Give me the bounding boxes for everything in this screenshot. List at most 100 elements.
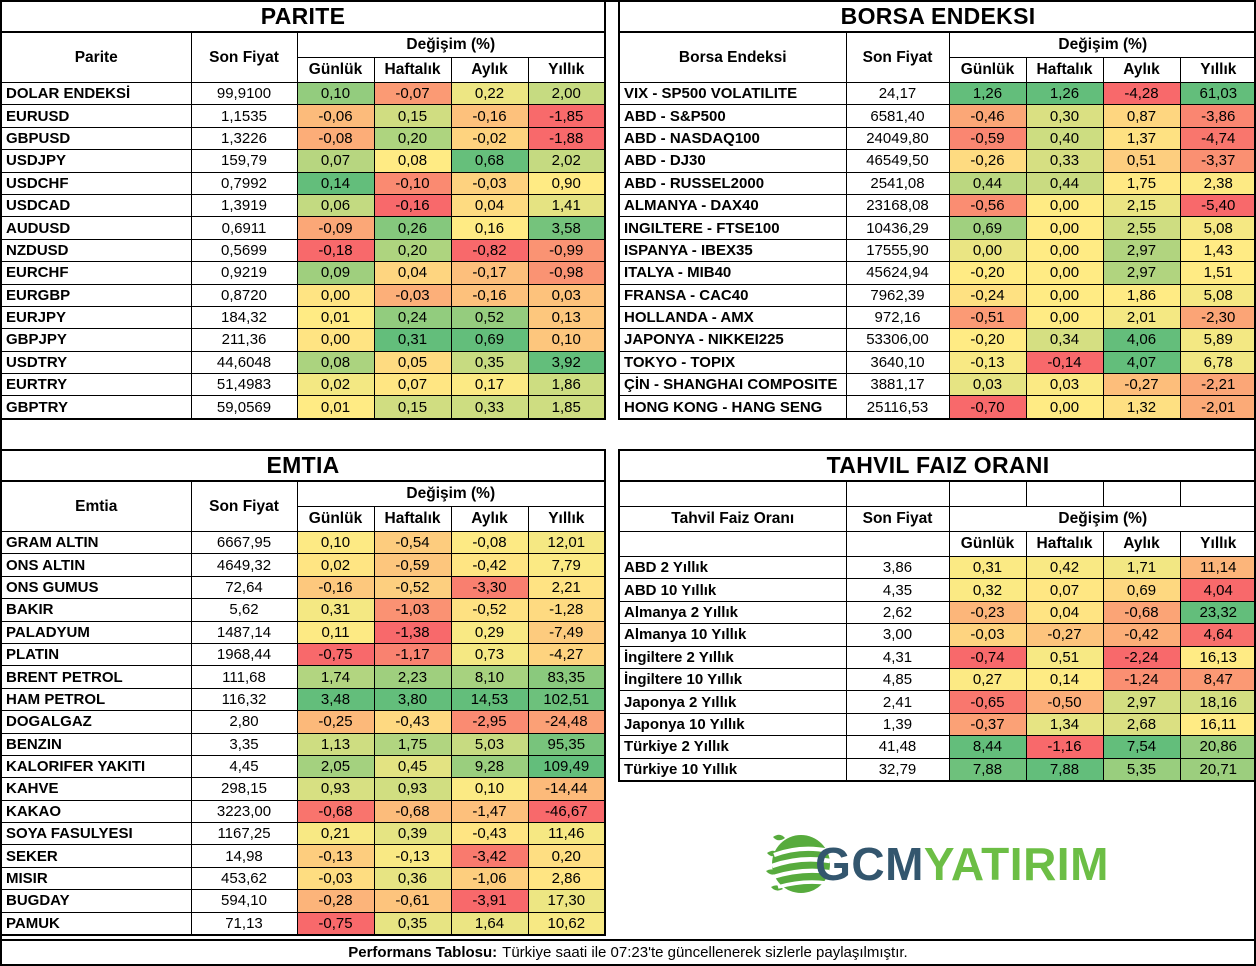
header-row: Emtia Son Fiyat Değişim (%): [2, 480, 606, 532]
instrument-name: ABD 2 Yıllık: [618, 555, 847, 580]
table-row: PALADYUM 1487,14 0,11 -1,38 0,29 -7,49: [2, 620, 606, 644]
change-value: 2,55: [1102, 216, 1181, 240]
change-value: -0,51: [948, 305, 1027, 330]
tahvil-faiz-orani-table-wrap: TAHVIL FAIZ ORANI Tahvil Faiz Oranı Son Fi…: [618, 449, 1254, 782]
column-header-period: Yıllık: [527, 57, 606, 83]
change-value: -2,01: [1179, 395, 1254, 420]
change-value: -0,25: [296, 710, 375, 734]
instrument-name: ABD - NASDAQ100: [618, 126, 847, 151]
change-value: 0,24: [373, 305, 452, 330]
change-value: 5,08: [1179, 216, 1254, 240]
table-row: AUDUSD 0,6911 -0,09 0,26 0,16 3,58: [2, 216, 606, 240]
change-value: 2,38: [1179, 171, 1254, 195]
change-value: -0,98: [527, 261, 606, 285]
change-value: 102,51: [527, 687, 606, 712]
change-value: -0,24: [948, 283, 1027, 307]
change-value: 0,34: [1025, 328, 1104, 352]
change-value: 14,53: [450, 687, 529, 712]
change-value: -5,40: [1179, 193, 1254, 218]
change-value: -0,56: [948, 193, 1027, 218]
last-price: 1,3919: [190, 193, 298, 218]
instrument-name: MISIR: [2, 866, 192, 891]
last-price: 71,13: [190, 911, 298, 936]
instrument-name: GBPJPY: [2, 328, 192, 352]
table-row: PAMUK 71,13 -0,75 0,35 1,64 10,62: [2, 911, 606, 936]
change-value: 18,16: [1179, 690, 1254, 714]
gcm-yatirim-logo: GCM YATIRIM: [618, 812, 1254, 916]
change-value: 4,07: [1102, 350, 1181, 375]
change-value: 0,35: [450, 350, 529, 375]
table-row: Türkiye 2 Yıllık 41,48 8,44 -1,16 7,54 20,86: [618, 735, 1254, 759]
table-row: USDCHF 0,7992 0,14 -0,10 -0,03 0,90: [2, 171, 606, 195]
table-row: SOYA FASULYESI 1167,25 0,21 0,39 -0,43 11,46: [2, 822, 606, 846]
instrument-name: Japonya 10 Yıllık: [618, 712, 847, 737]
table-title: TAHVIL FAIZ ORANI: [618, 449, 1254, 482]
change-value: 1,34: [1025, 712, 1104, 737]
column-header-period: Yıllık: [1179, 57, 1254, 83]
change-value: 1,26: [1025, 81, 1104, 106]
instrument-name: Türkiye 2 Yıllık: [618, 735, 847, 759]
change-value: 0,00: [1025, 395, 1104, 420]
change-value: 0,14: [1025, 667, 1104, 692]
change-value: 0,03: [527, 283, 606, 307]
change-value: 4,64: [1179, 623, 1254, 647]
column-header-period: Aylık: [450, 57, 529, 83]
change-value: 16,13: [1179, 645, 1254, 669]
change-value: 0,02: [296, 553, 375, 577]
change-value: 0,07: [373, 373, 452, 397]
empty-header-cell: [618, 480, 847, 507]
table-row: HAM PETROL 116,32 3,48 3,80 14,53 102,51: [2, 687, 606, 712]
change-value: 2,23: [373, 665, 452, 689]
table-row: DOLAR ENDEKSİ 99,9100 0,10 -0,07 0,22 2,00: [2, 81, 606, 106]
column-header-period: Aylık: [1102, 57, 1181, 83]
last-price: 23168,08: [845, 193, 950, 218]
change-value: 1,86: [527, 373, 606, 397]
instrument-name: JAPONYA - NIKKEI225: [618, 328, 847, 352]
instrument-name: Japonya 2 Yıllık: [618, 690, 847, 714]
change-value: 1,26: [948, 81, 1027, 106]
change-value: 0,93: [296, 777, 375, 801]
change-value: 1,43: [1179, 238, 1254, 263]
change-value: 0,69: [450, 328, 529, 352]
change-value: 0,04: [450, 193, 529, 218]
table-row: TOKYO - TOPIX 3640,10 -0,13 -0,14 4,07 6,78: [618, 350, 1254, 375]
instrument-name: ALMANYA - DAX40: [618, 193, 847, 218]
empty-header-cell: [1179, 480, 1254, 507]
change-value: -0,37: [948, 712, 1027, 737]
change-value: -1,17: [373, 642, 452, 667]
instrument-name: PAMUK: [2, 911, 192, 936]
change-value: -1,03: [373, 598, 452, 622]
change-value: 0,07: [1025, 578, 1104, 602]
change-value: -0,27: [1102, 373, 1181, 397]
instrument-name: DOLAR ENDEKSİ: [2, 81, 192, 106]
column-header-period: Haftalık: [1025, 57, 1104, 83]
instrument-name: ONS ALTIN: [2, 553, 192, 577]
column-header-change: Değişim (%): [948, 31, 1254, 58]
change-value: 0,10: [527, 328, 606, 352]
change-value: 10,62: [527, 911, 606, 936]
table-row: EURGBP 0,8720 0,00 -0,03 -0,16 0,03: [2, 283, 606, 307]
instrument-name: SEKER: [2, 844, 192, 868]
column-header-change: Değişim (%): [296, 480, 606, 507]
table-row: MISIR 453,62 -0,03 0,36 -1,06 2,86: [2, 866, 606, 891]
table-row: BENZIN 3,35 1,13 1,75 5,03 95,35: [2, 732, 606, 756]
change-value: 0,00: [296, 283, 375, 307]
change-value: 0,00: [1025, 238, 1104, 263]
instrument-name: EURUSD: [2, 104, 192, 128]
change-value: 2,97: [1102, 690, 1181, 714]
table-row: VIX - SP500 VOLATILITE 24,17 1,26 1,26 -4,28…: [618, 81, 1254, 106]
instrument-name: Almanya 2 Yıllık: [618, 600, 847, 625]
change-value: -1,47: [450, 799, 529, 824]
table-row: USDCAD 1,3919 0,06 -0,16 0,04 1,41: [2, 193, 606, 218]
change-value: 1,75: [373, 732, 452, 756]
last-price: 4649,32: [190, 553, 298, 577]
instrument-name: VIX - SP500 VOLATILITE: [618, 81, 847, 106]
last-price: 111,68: [190, 665, 298, 689]
last-price: 24,17: [845, 81, 950, 106]
instrument-name: GRAM ALTIN: [2, 530, 192, 555]
instrument-name: NZDUSD: [2, 238, 192, 263]
last-price: 594,10: [190, 889, 298, 913]
change-value: 0,00: [948, 238, 1027, 263]
change-value: 23,32: [1179, 600, 1254, 625]
